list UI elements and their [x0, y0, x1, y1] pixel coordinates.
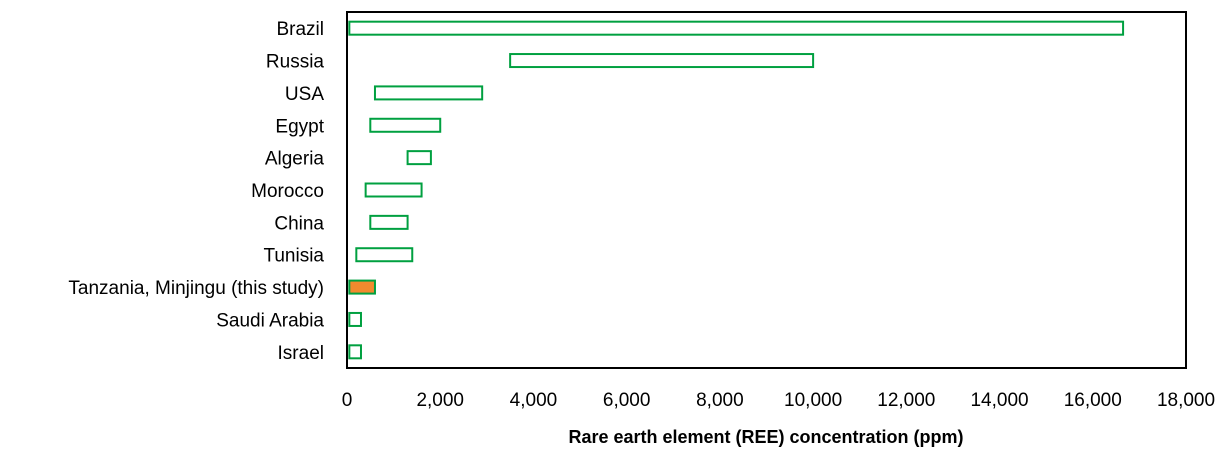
- category-label: Brazil: [276, 19, 324, 40]
- bar-algeria: [406, 150, 432, 166]
- category-label: Egypt: [275, 116, 324, 137]
- x-tick-label: 12,000: [877, 390, 935, 411]
- bar-israel: [348, 344, 362, 360]
- bar-egypt: [369, 117, 442, 133]
- bar-tunisia: [355, 247, 414, 263]
- bar-brazil: [348, 20, 1125, 36]
- category-label: Israel: [278, 343, 324, 364]
- plot-frame: [346, 11, 1187, 369]
- category-label: Tanzania, Minjingu (this study): [68, 278, 324, 299]
- x-axis-tick-labels: 0 2,000 4,000 6,000 8,000 10,000 12,000 14,000 1…: [342, 390, 1215, 411]
- x-tick-label: 8,000: [696, 390, 744, 411]
- category-label: Morocco: [251, 181, 324, 202]
- category-label: Saudi Arabia: [216, 310, 324, 331]
- x-tick-label: 0: [342, 390, 353, 411]
- x-tick-label: 4,000: [510, 390, 558, 411]
- bar-china: [369, 214, 409, 230]
- x-tick-label: 6,000: [603, 390, 651, 411]
- x-tick-label: 2,000: [416, 390, 464, 411]
- x-tick-label: 16,000: [1064, 390, 1122, 411]
- bar-tanzania-minjingu-this-study: [348, 279, 376, 295]
- bar-russia: [509, 53, 815, 69]
- bars-group: [348, 20, 1125, 360]
- category-label: Russia: [266, 52, 325, 73]
- category-label: China: [274, 213, 324, 234]
- x-axis-title: Rare earth element (REE) concentration (…: [568, 427, 963, 447]
- bar-saudi-arabia: [348, 311, 362, 327]
- category-label: Algeria: [265, 149, 325, 170]
- x-tick-label: 18,000: [1157, 390, 1215, 411]
- category-label: USA: [285, 84, 324, 105]
- x-tick-label: 14,000: [970, 390, 1028, 411]
- x-tick-label: 10,000: [784, 390, 842, 411]
- category-label: Tunisia: [263, 246, 324, 267]
- bar-morocco: [364, 182, 423, 198]
- bar-usa: [373, 85, 484, 101]
- category-labels: Brazil Russia USA Egypt Algeria Morocco China T…: [68, 19, 324, 364]
